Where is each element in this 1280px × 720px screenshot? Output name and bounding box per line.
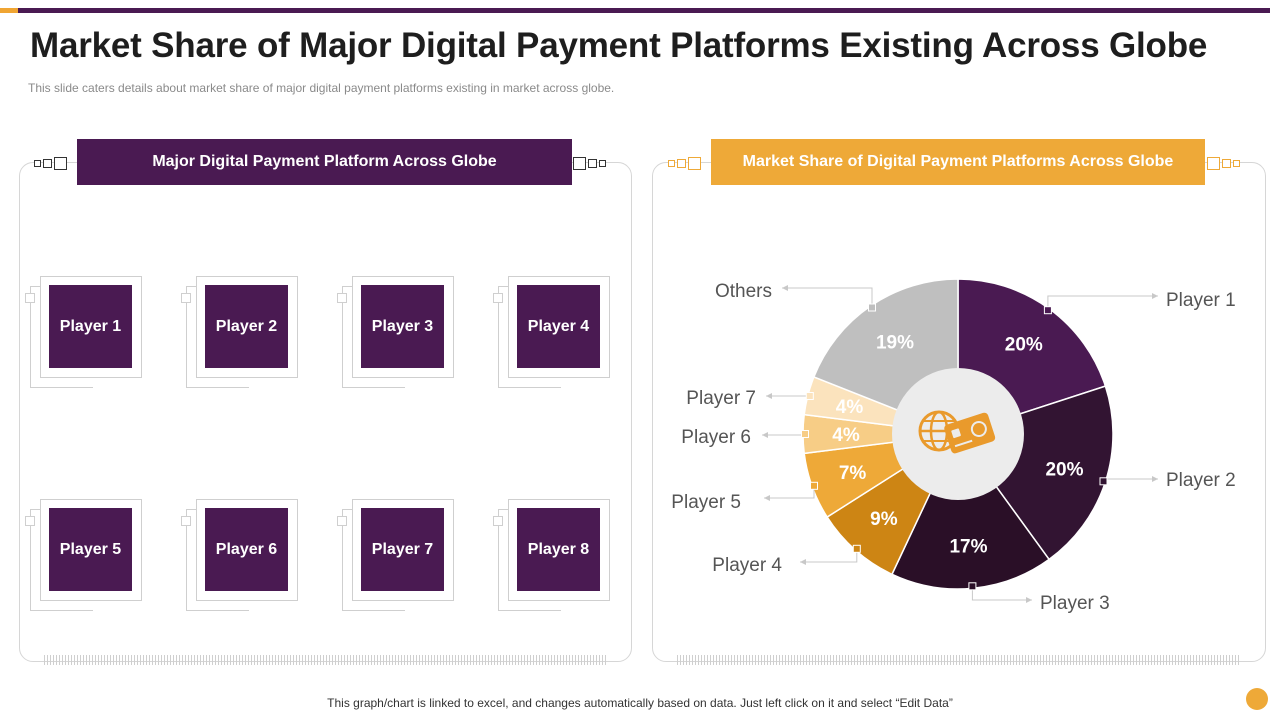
- globe-card-icon: [918, 410, 996, 454]
- leader-arrow: [800, 559, 806, 565]
- left-header-deco-left: [34, 157, 67, 170]
- page-subtitle: This slide caters details about market s…: [28, 81, 615, 95]
- leader-line: [971, 586, 1032, 601]
- leader-marker: [1099, 477, 1108, 486]
- right-panel-header: Market Share of Digital Payment Platform…: [711, 139, 1205, 185]
- market-share-donut-chart: 20% 20% 17% 9% 7% 4% 4% 19% Player 1 Player 2 Pla…: [671, 278, 1236, 614]
- left-panel-header: Major Digital Payment Platform Across Gl…: [77, 139, 572, 185]
- player-tile-label: Player 4: [517, 285, 600, 368]
- leader-arrow: [762, 432, 768, 438]
- leader-marker: [868, 303, 876, 312]
- slice-category-label: Player 1: [1166, 290, 1236, 311]
- leader-line: [1103, 478, 1158, 482]
- slice-category-label: Player 5: [671, 492, 741, 513]
- footnote: This graph/chart is linked to excel, and…: [327, 696, 953, 710]
- slice-category-label: Player 6: [681, 427, 751, 448]
- corner-dot: [1246, 688, 1268, 710]
- player-tile: Player 5: [25, 499, 148, 617]
- leader-marker: [1043, 306, 1052, 315]
- leader-arrow: [766, 393, 772, 399]
- player-tile-label: Player 8: [517, 508, 600, 591]
- player-tile: Player 6: [181, 499, 304, 617]
- donut-value-label: 17%: [949, 537, 987, 558]
- slice-category-label: Player 4: [712, 555, 782, 576]
- player-tile: Player 2: [181, 276, 304, 394]
- leader-line: [764, 485, 815, 499]
- right-header-deco-left: [668, 157, 701, 170]
- leader-marker: [810, 481, 818, 490]
- donut-value-label: 7%: [839, 463, 867, 484]
- player-tile: Player 7: [337, 499, 460, 617]
- player-tile: Player 1: [25, 276, 148, 394]
- leader-arrow: [1152, 293, 1158, 299]
- player-tile-label: Player 5: [49, 508, 132, 591]
- slice-category-label: Player 7: [686, 388, 756, 409]
- donut-value-label: 9%: [870, 509, 898, 530]
- donut-value-label: 20%: [1045, 460, 1083, 481]
- leader-arrow: [1026, 597, 1032, 603]
- leader-line: [800, 548, 858, 563]
- leader-arrow: [764, 495, 770, 501]
- player-tile-label: Player 1: [49, 285, 132, 368]
- right-header-deco-right: [1207, 157, 1240, 170]
- leader-marker: [801, 430, 809, 438]
- left-panel-hatch: [44, 655, 606, 665]
- player-tile: Player 4: [493, 276, 616, 394]
- page-title: Market Share of Major Digital Payment Pl…: [30, 26, 1208, 65]
- leader-arrow: [782, 285, 788, 291]
- top-accent-bar: [0, 8, 18, 13]
- leader-marker: [968, 582, 977, 591]
- donut-value-label: 4%: [836, 397, 864, 418]
- slice-category-label: Others: [715, 281, 772, 302]
- leader-marker: [852, 544, 861, 553]
- left-header-deco-right: [573, 157, 606, 170]
- player-tile-label: Player 6: [205, 508, 288, 591]
- player-tile: Player 8: [493, 499, 616, 617]
- player-tile-label: Player 3: [361, 285, 444, 368]
- leader-line: [1047, 295, 1158, 311]
- right-panel-hatch: [677, 655, 1239, 665]
- donut-value-label: 4%: [832, 425, 860, 446]
- slice-category-label: Player 3: [1040, 593, 1110, 614]
- player-tile-label: Player 2: [205, 285, 288, 368]
- player-tile: Player 3: [337, 276, 460, 394]
- leader-marker: [805, 392, 814, 400]
- donut-value-label: 19%: [876, 332, 914, 353]
- player-tile-label: Player 7: [361, 508, 444, 591]
- leader-line: [762, 434, 806, 436]
- slice-category-label: Player 2: [1166, 470, 1236, 491]
- leader-line: [782, 287, 873, 308]
- donut-value-label: 20%: [1005, 334, 1043, 355]
- leader-arrow: [1152, 476, 1158, 482]
- top-bar: [18, 8, 1270, 13]
